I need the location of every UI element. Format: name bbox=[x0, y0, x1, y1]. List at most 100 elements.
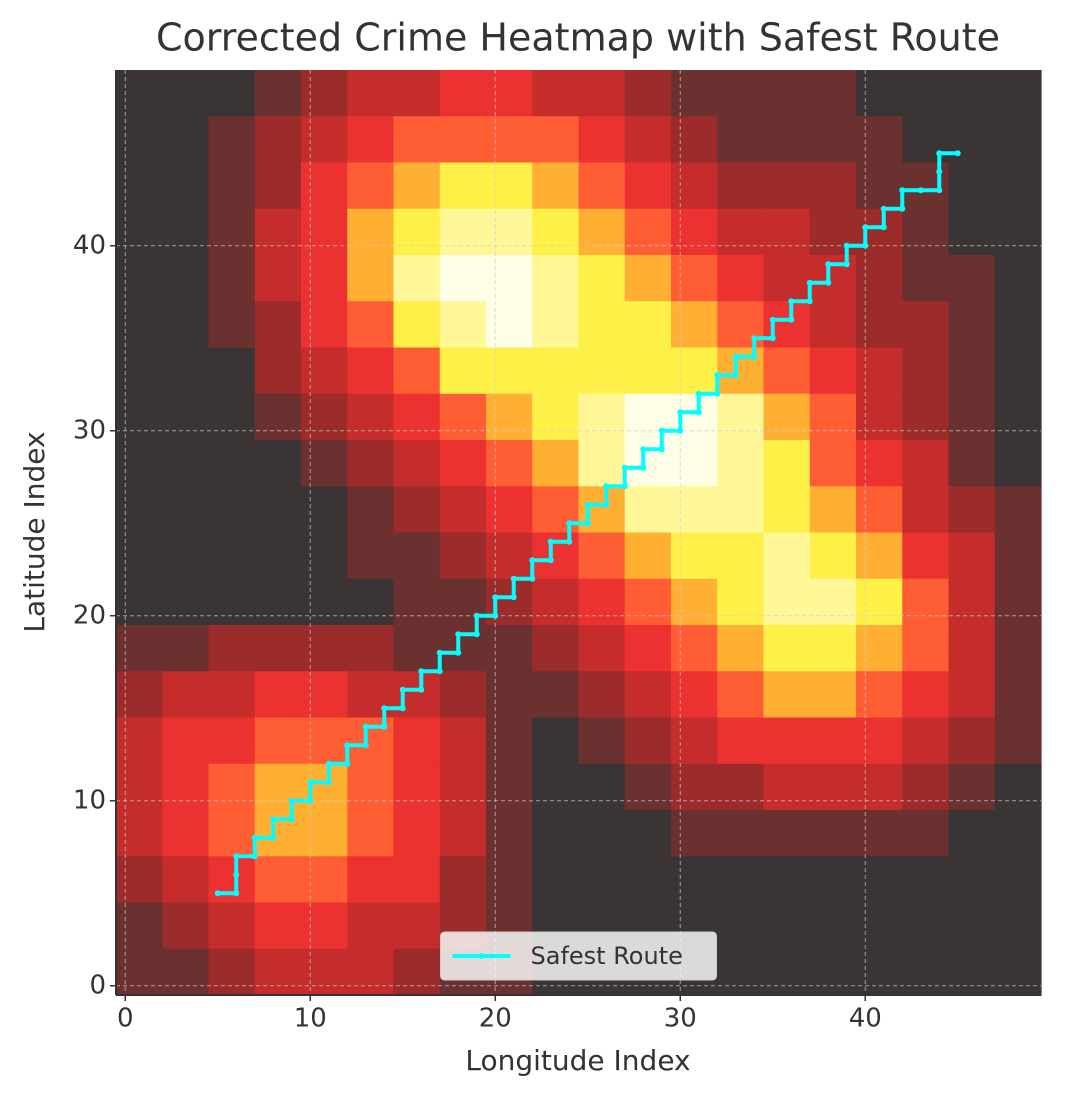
heatmap-cell bbox=[254, 393, 302, 441]
heatmap-cell bbox=[532, 717, 580, 765]
heatmap-cell bbox=[347, 162, 395, 210]
heatmap-cell bbox=[208, 902, 256, 950]
heatmap-cell bbox=[763, 70, 811, 117]
heatmap-cell bbox=[347, 717, 395, 765]
heatmap-cell bbox=[624, 810, 672, 857]
heatmap-cell bbox=[578, 578, 626, 626]
heatmap-cell bbox=[208, 486, 256, 534]
heatmap-cell bbox=[254, 902, 302, 950]
heatmap-cell bbox=[254, 347, 302, 395]
heatmap-cell bbox=[116, 301, 163, 349]
heatmap-cell bbox=[486, 532, 533, 580]
heatmap-cell bbox=[948, 486, 996, 534]
route-point bbox=[751, 335, 758, 342]
heatmap-cell bbox=[208, 763, 256, 811]
y-tick-label: 40 bbox=[73, 230, 106, 260]
route-point bbox=[399, 686, 406, 693]
heatmap-cell bbox=[532, 347, 580, 395]
heatmap-cell bbox=[301, 208, 348, 256]
heatmap-cell bbox=[347, 625, 395, 672]
heatmap-cell bbox=[856, 625, 903, 672]
heatmap-cell bbox=[902, 162, 950, 210]
heatmap-cell bbox=[439, 162, 487, 210]
heatmap-cell bbox=[763, 532, 811, 580]
heatmap-cell bbox=[347, 856, 395, 904]
heatmap-cell bbox=[578, 810, 626, 857]
heatmap-cell bbox=[994, 301, 1042, 349]
route-point bbox=[270, 834, 277, 841]
y-tick-label: 10 bbox=[73, 785, 106, 815]
heatmap-cell bbox=[763, 671, 811, 719]
heatmap-cell bbox=[717, 671, 765, 719]
heatmap-cell bbox=[671, 763, 718, 811]
heatmap-cell bbox=[393, 717, 441, 765]
heatmap-cell bbox=[486, 856, 533, 904]
heatmap-cell bbox=[301, 856, 348, 904]
heatmap-cell bbox=[717, 393, 765, 441]
route-point bbox=[251, 834, 258, 841]
heatmap-cell bbox=[393, 393, 441, 441]
route-point bbox=[436, 668, 443, 675]
heatmap-cell bbox=[948, 301, 996, 349]
heatmap-cell bbox=[301, 255, 348, 302]
heatmap-cell bbox=[763, 856, 811, 904]
heatmap-cell bbox=[809, 162, 857, 210]
heatmap-cell bbox=[624, 625, 672, 672]
route-point bbox=[899, 187, 906, 194]
heatmap-cell bbox=[439, 717, 487, 765]
route-point bbox=[732, 372, 739, 379]
heatmap-cell bbox=[486, 671, 533, 719]
heatmap-cell bbox=[902, 393, 950, 441]
heatmap-cell bbox=[439, 625, 487, 672]
heatmap-cell bbox=[994, 948, 1042, 996]
heatmap-cell bbox=[208, 208, 256, 256]
heatmap-cell bbox=[624, 532, 672, 580]
heatmap-cell bbox=[948, 902, 996, 950]
heatmap-cell bbox=[439, 347, 487, 395]
heatmap-cell bbox=[301, 162, 348, 210]
heatmap-cell bbox=[717, 301, 765, 349]
route-point bbox=[917, 187, 924, 194]
heatmap-cell bbox=[116, 116, 163, 164]
heatmap-cell bbox=[162, 763, 210, 811]
heatmap-cell bbox=[717, 625, 765, 672]
heatmap-cell bbox=[948, 532, 996, 580]
route-point bbox=[233, 890, 240, 897]
heatmap-cell bbox=[347, 810, 395, 857]
heatmap-cell bbox=[208, 301, 256, 349]
heatmap-cell bbox=[301, 902, 348, 950]
route-point bbox=[492, 612, 499, 619]
heatmap-cell bbox=[393, 440, 441, 487]
heatmap-cell bbox=[671, 208, 718, 256]
heatmap-cell bbox=[994, 810, 1042, 857]
heatmap-cell bbox=[208, 856, 256, 904]
heatmap-cell bbox=[532, 255, 580, 302]
heatmap-cell bbox=[763, 717, 811, 765]
heatmap-cell bbox=[208, 810, 256, 857]
route-point bbox=[566, 520, 573, 527]
heatmap-cell bbox=[347, 116, 395, 164]
heatmap-cell bbox=[948, 208, 996, 256]
route-point bbox=[455, 649, 462, 656]
heatmap-cell bbox=[486, 625, 533, 672]
heatmap-cell bbox=[254, 440, 302, 487]
heatmap-cell bbox=[994, 717, 1042, 765]
heatmap-cell bbox=[763, 347, 811, 395]
route-point bbox=[603, 501, 610, 508]
heatmap-cell bbox=[439, 393, 487, 441]
heatmap-cell bbox=[671, 347, 718, 395]
heatmap-cell bbox=[902, 486, 950, 534]
route-point bbox=[251, 853, 258, 860]
heatmap-cell bbox=[856, 486, 903, 534]
heatmap-cell bbox=[809, 301, 857, 349]
heatmap-cell bbox=[208, 948, 256, 996]
legend-label: Safest Route bbox=[531, 942, 683, 970]
heatmap-cell bbox=[116, 625, 163, 672]
x-tick-label: 20 bbox=[479, 1004, 512, 1034]
heatmap-cell bbox=[254, 162, 302, 210]
heatmap-cell bbox=[902, 347, 950, 395]
heatmap-cell bbox=[254, 763, 302, 811]
route-point bbox=[640, 446, 647, 453]
heatmap-cell bbox=[393, 532, 441, 580]
heatmap-cell bbox=[809, 578, 857, 626]
